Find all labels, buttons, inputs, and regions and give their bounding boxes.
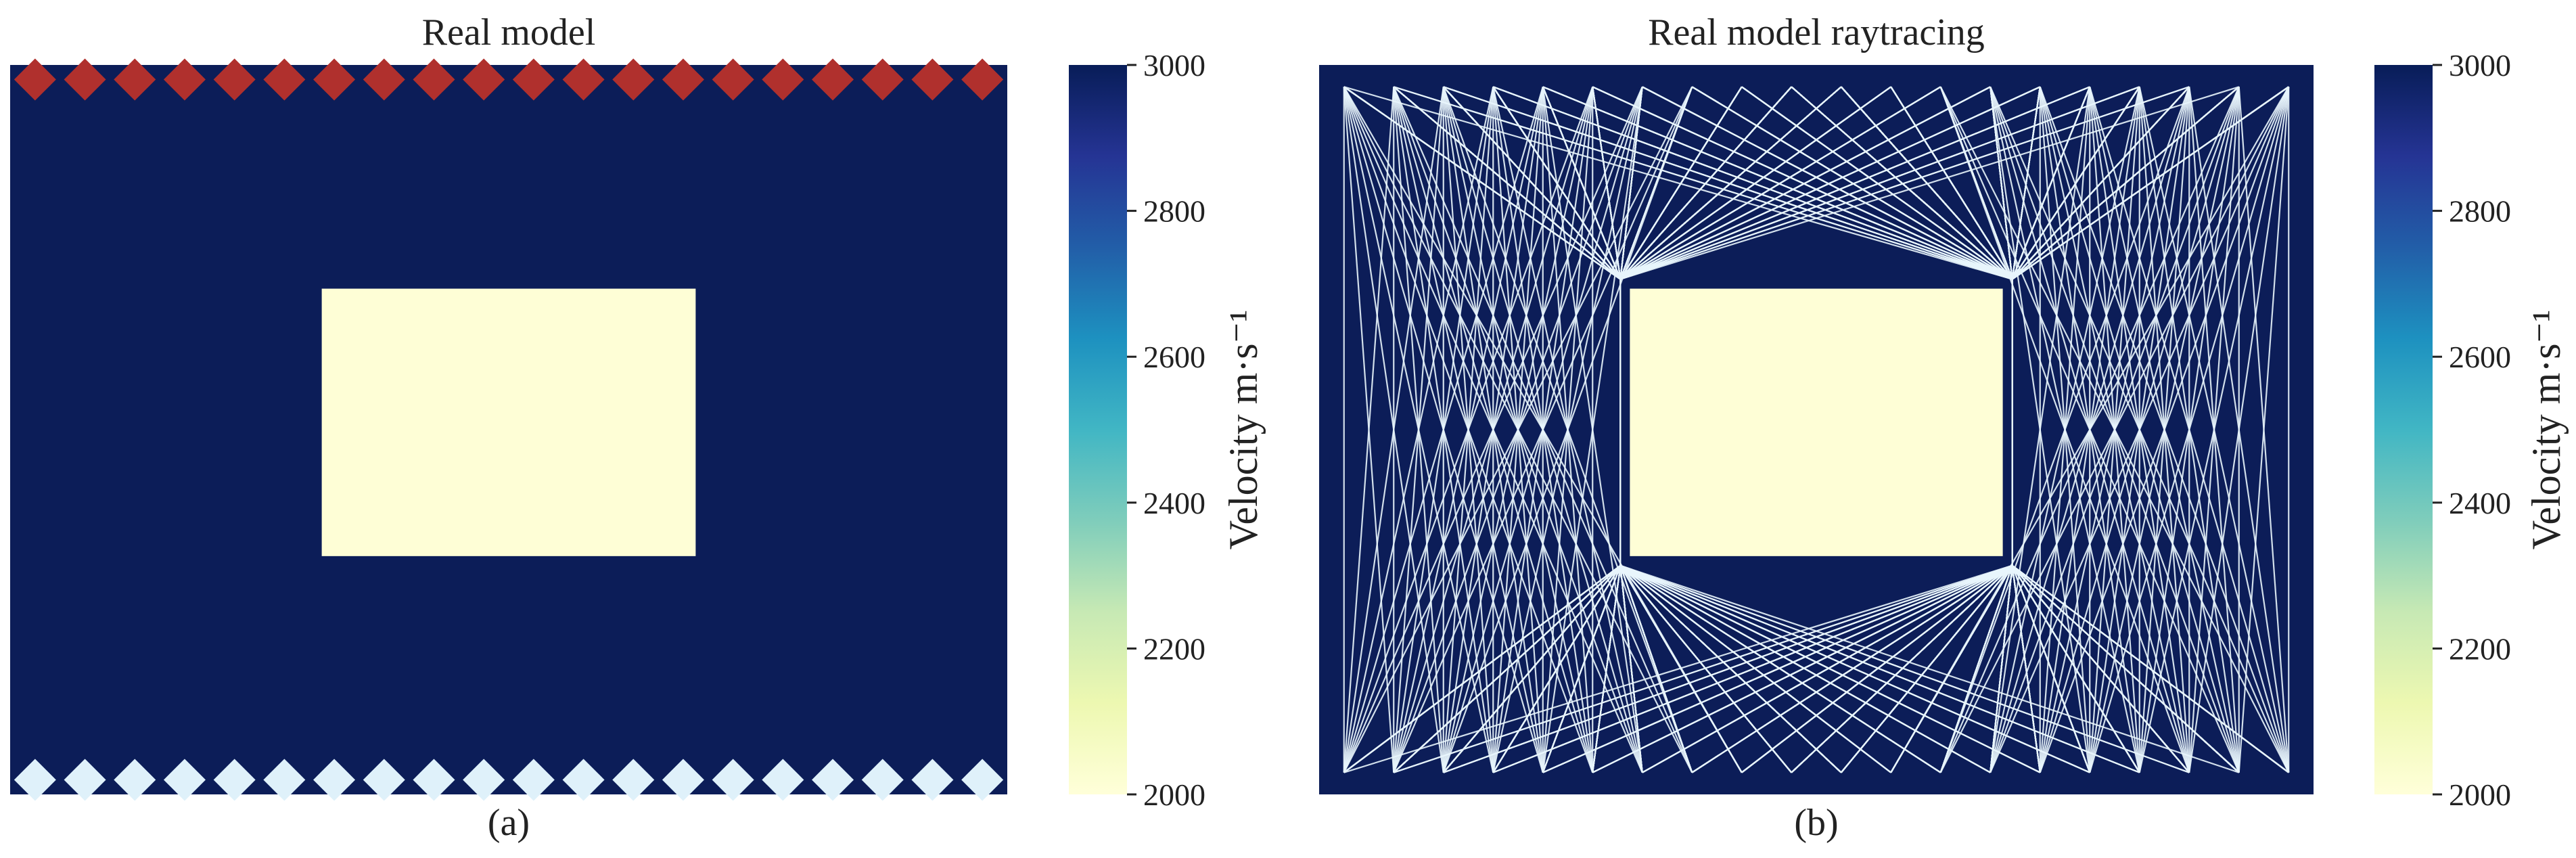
colorbar-tick-label-2: 2200 <box>1143 631 1205 666</box>
receiver-marker-17 <box>812 759 854 801</box>
panel-b-title: Real model raytracing <box>1648 12 1985 53</box>
ray-path-21 <box>1343 87 1395 773</box>
colorbar-tick-label-5: 2800 <box>1143 194 1205 229</box>
source-marker-19 <box>911 58 954 101</box>
source-marker-2 <box>64 58 106 101</box>
receiver-marker-6 <box>263 759 306 801</box>
colorbar-tick-label-6: 3000 <box>1143 48 1205 83</box>
panel-a-caption: (a) <box>488 802 530 844</box>
receiver-marker-3 <box>114 759 156 801</box>
ray-path-81 <box>1343 87 1544 773</box>
colorbar-b: 2000 2200 2400 2600 2800 3000 Velocity m·s⁻¹ <box>2374 48 2569 812</box>
colorbar-b-gradient <box>2374 65 2433 794</box>
ray-path-41 <box>1343 87 1444 773</box>
source-marker-9 <box>413 58 455 101</box>
receiver-marker-1 <box>14 759 56 801</box>
receiver-marker-11 <box>512 759 555 801</box>
ray-path-121 <box>1343 86 1643 773</box>
receiver-marker-19 <box>911 759 954 801</box>
panel-b-rays <box>1343 86 2290 773</box>
panel-b-caption: (b) <box>1794 802 1838 844</box>
ray-path-396 <box>2089 87 2290 773</box>
source-marker-16 <box>762 58 804 101</box>
receiver-marker-14 <box>662 759 704 801</box>
colorbar-tick-label-5: 2800 <box>2449 194 2511 229</box>
colorbar-tick-label-4: 2600 <box>2449 340 2511 374</box>
panel-a: Real model (a) <box>10 12 1007 844</box>
ray-path-61 <box>1343 87 1494 773</box>
source-marker-11 <box>512 58 555 101</box>
receiver-marker-5 <box>213 759 256 801</box>
colorbar-a-ticks: 2000 2200 2400 2600 2800 3000 <box>1127 48 1205 812</box>
receiver-marker-2 <box>64 759 106 801</box>
ray-path-393 <box>1939 86 2290 773</box>
receiver-marker-9 <box>413 759 455 801</box>
source-marker-10 <box>463 58 505 101</box>
ray-path-394 <box>1990 86 2290 773</box>
colorbar-b-label: Velocity m·s⁻¹ <box>2524 310 2569 550</box>
receiver-marker-7 <box>313 759 356 801</box>
source-marker-13 <box>612 58 655 101</box>
colorbar-a-gradient <box>1069 65 1127 794</box>
ray-path-314 <box>1990 87 2091 773</box>
colorbar-tick-label-2: 2200 <box>2449 631 2511 666</box>
colorbar-tick-label-1: 2000 <box>1143 777 1205 812</box>
source-marker-4 <box>163 58 206 101</box>
colorbar-tick-label-3: 2400 <box>2449 486 2511 520</box>
source-marker-7 <box>313 58 356 101</box>
panel-a-sources <box>14 58 1004 101</box>
source-marker-5 <box>213 58 256 101</box>
receiver-marker-12 <box>562 759 605 801</box>
source-marker-1 <box>14 58 56 101</box>
source-marker-20 <box>961 58 1004 101</box>
ray-path-398 <box>2188 87 2290 773</box>
source-marker-12 <box>562 58 605 101</box>
receiver-marker-20 <box>961 759 1004 801</box>
source-marker-3 <box>114 58 156 101</box>
colorbar-tick-label-1: 2000 <box>2449 777 2511 812</box>
source-marker-18 <box>861 58 904 101</box>
source-marker-14 <box>662 58 704 101</box>
source-marker-6 <box>263 58 306 101</box>
ray-path-397 <box>2138 87 2290 773</box>
receiver-marker-8 <box>363 759 405 801</box>
receiver-marker-18 <box>861 759 904 801</box>
source-marker-15 <box>712 58 754 101</box>
ray-path-399 <box>2238 87 2290 773</box>
ray-path-141 <box>1343 86 1693 773</box>
ray-path-361 <box>1343 86 2240 773</box>
ray-path-142 <box>1393 86 1693 773</box>
colorbar-tick-label-3: 2400 <box>1143 486 1205 520</box>
panel-a-receivers <box>14 759 1004 801</box>
colorbar-tick-label-6: 3000 <box>2449 48 2511 83</box>
panel-a-anomaly <box>321 288 696 556</box>
ray-path-392 <box>1890 86 2290 773</box>
ray-path-143 <box>1442 86 1693 773</box>
receiver-marker-4 <box>163 759 206 801</box>
receiver-marker-10 <box>463 759 505 801</box>
colorbar-b-ticks: 2000 2200 2400 2600 2800 3000 <box>2433 48 2511 812</box>
ray-path-101 <box>1343 86 1594 773</box>
colorbar-a: 2000 2200 2400 2600 2800 3000 Velocity m·s⁻¹ <box>1069 48 1266 812</box>
ray-path-125 <box>1542 87 1643 773</box>
colorbar-a-label: Velocity m·s⁻¹ <box>1221 310 1266 550</box>
source-marker-8 <box>363 58 405 101</box>
panel-a-title: Real model <box>422 12 596 53</box>
receiver-marker-15 <box>712 759 754 801</box>
ray-path-353 <box>1939 86 2190 773</box>
ray-path-391 <box>1840 86 2289 773</box>
panel-b: Real model raytracing (b) <box>1319 12 2314 844</box>
receiver-marker-13 <box>612 759 655 801</box>
receiver-marker-16 <box>762 759 804 801</box>
ray-path-395 <box>2039 86 2290 773</box>
colorbar-tick-label-4: 2600 <box>1143 340 1205 374</box>
panel-b-anomaly <box>1630 288 2003 556</box>
source-marker-17 <box>812 58 854 101</box>
